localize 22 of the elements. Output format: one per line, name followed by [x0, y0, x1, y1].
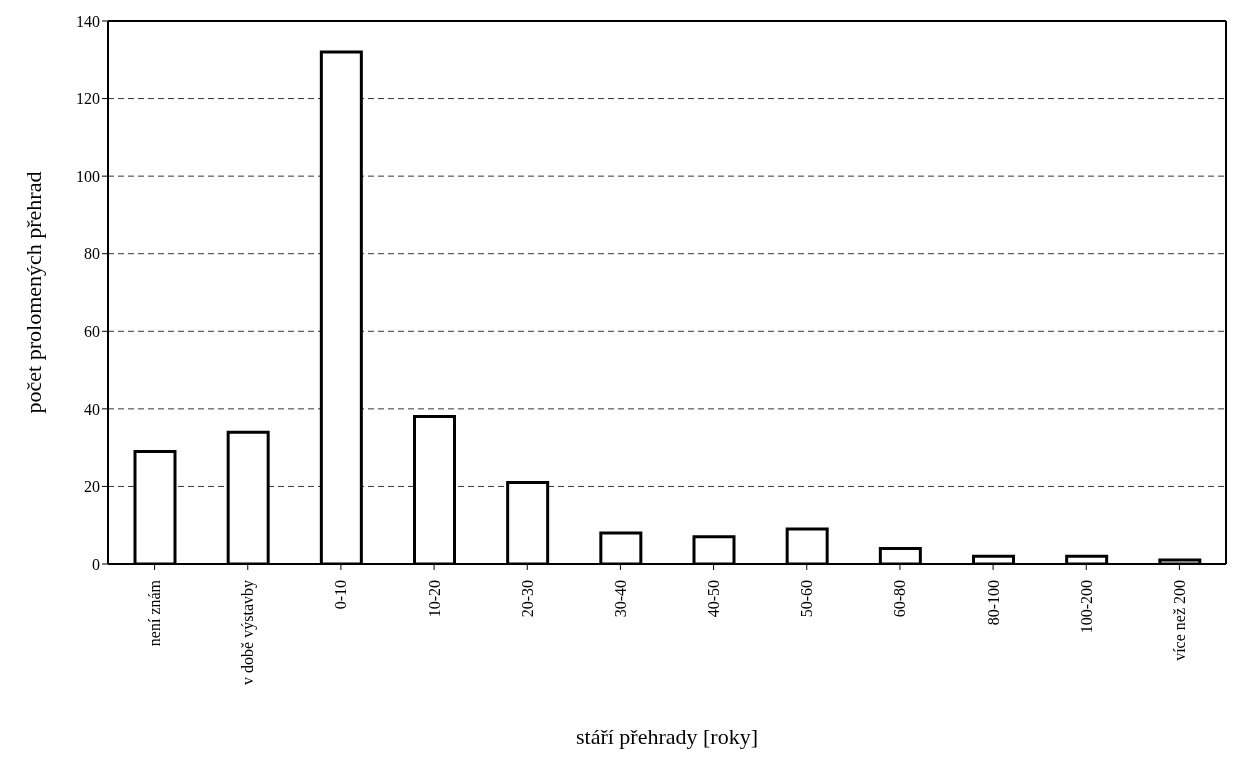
x-tick-label: 40-50 — [705, 580, 723, 618]
y-tick-label: 0 — [92, 555, 100, 573]
x-tick-label: 10-20 — [425, 580, 443, 618]
y-tick-label: 140 — [76, 12, 100, 30]
x-tick-label: více než 200 — [1170, 580, 1188, 661]
x-tick-label: 100-200 — [1077, 580, 1095, 634]
x-axis-title: stáří přehrady [roky] — [575, 724, 759, 749]
x-tick-label: 0-10 — [332, 580, 350, 610]
y-tick-label: 40 — [84, 400, 100, 418]
x-tick-label: 30-40 — [611, 580, 629, 618]
y-axis-title: počet prolomených přehrad — [20, 171, 46, 414]
x-tick-label: v době výstavby — [239, 580, 258, 685]
y-tick-label: 20 — [84, 478, 100, 496]
x-tick-label: 80-100 — [984, 580, 1002, 626]
y-tick-label: 100 — [76, 167, 100, 185]
y-tick-label: 60 — [84, 322, 100, 340]
y-tick-label: 120 — [76, 90, 100, 108]
x-tick-label: 60-80 — [891, 580, 909, 618]
x-tick-label: není znám — [146, 579, 164, 647]
x-tick-label: 50-60 — [798, 580, 816, 618]
y-tick-label: 80 — [84, 245, 100, 263]
x-tick-label: 20-30 — [518, 580, 536, 618]
